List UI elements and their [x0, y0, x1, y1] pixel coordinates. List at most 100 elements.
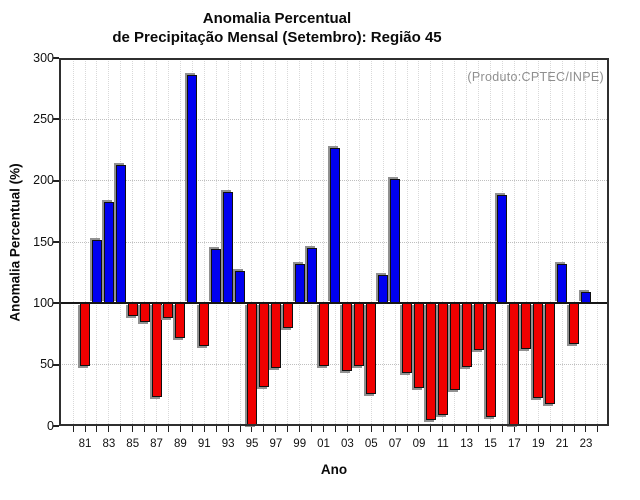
bar-year-94 — [235, 271, 246, 304]
x-tick-mark — [191, 426, 193, 432]
bar-year-07 — [390, 179, 401, 304]
x-tick-mark — [334, 426, 336, 432]
bar-year-83 — [103, 201, 114, 304]
x-tick-mark — [513, 426, 515, 432]
bar-year-99 — [294, 264, 305, 304]
baseline-100 — [59, 302, 609, 305]
x-tick-mark — [84, 426, 86, 432]
bar-year-13 — [461, 303, 472, 368]
y-tick-label: 150 — [33, 234, 54, 249]
bar-year-84 — [115, 164, 126, 304]
x-tick-mark — [358, 426, 360, 432]
x-tick-mark — [501, 426, 503, 432]
x-tick-mark — [394, 426, 396, 432]
x-tick-label: 21 — [555, 438, 569, 450]
x-tick-mark — [120, 426, 122, 432]
x-tick-label: 05 — [364, 438, 378, 450]
x-tick-label: 95 — [245, 438, 259, 450]
y-tick-mark — [53, 363, 59, 366]
bar-year-91 — [199, 303, 210, 347]
source-annotation: (Produto:CPTEC/INPE) — [467, 70, 604, 84]
bar-year-18 — [521, 303, 532, 349]
y-tick-mark — [53, 179, 59, 182]
bar-year-88 — [163, 303, 174, 319]
bar-year-95 — [246, 303, 257, 425]
x-tick-mark — [454, 426, 456, 432]
x-tick-mark — [96, 426, 98, 432]
x-tick-mark — [275, 426, 277, 432]
bar-year-15 — [485, 303, 496, 418]
bar-year-16 — [497, 195, 508, 304]
x-tick-label: 97 — [269, 438, 283, 450]
bar-year-21 — [557, 264, 568, 304]
x-tick-mark — [108, 426, 110, 432]
bar-year-02 — [330, 147, 341, 304]
x-tick-mark — [430, 426, 432, 432]
y-tick-mark — [53, 118, 59, 121]
x-tick-label: 01 — [317, 438, 330, 450]
x-tick-mark — [370, 426, 372, 432]
x-tick-mark — [573, 426, 575, 432]
x-tick-mark — [203, 426, 205, 432]
bar-year-98 — [282, 303, 293, 328]
y-tick-mark — [53, 302, 59, 305]
x-tick-mark — [490, 426, 492, 432]
x-tick-label: 85 — [126, 438, 140, 450]
x-tick-mark — [132, 426, 134, 432]
x-tick-label: 03 — [341, 438, 354, 450]
x-tick-label: 19 — [531, 438, 545, 450]
x-tick-label: 87 — [150, 438, 163, 450]
bar-year-10 — [425, 303, 436, 420]
x-tick-mark — [251, 426, 253, 432]
x-tick-mark — [382, 426, 384, 432]
x-tick-mark — [72, 426, 74, 432]
y-tick-label: 100 — [33, 295, 54, 310]
bar-year-97 — [270, 303, 281, 369]
y-tick-label: 250 — [33, 111, 54, 126]
horizontal-gridline — [59, 364, 609, 366]
bar-year-93 — [223, 191, 234, 304]
x-tick-mark — [585, 426, 587, 432]
chart-title: Anomalia Percentual de Precipitação Mens… — [0, 9, 554, 47]
x-tick-label: 93 — [221, 438, 235, 450]
bar-year-92 — [211, 249, 222, 304]
x-tick-mark — [466, 426, 468, 432]
bar-year-19 — [533, 303, 544, 398]
x-tick-label: 89 — [174, 438, 187, 450]
x-tick-label: 15 — [484, 438, 497, 450]
bar-year-89 — [175, 303, 186, 338]
x-tick-mark — [549, 426, 551, 432]
x-tick-mark — [311, 426, 313, 432]
x-tick-label: 07 — [388, 438, 402, 450]
y-tick-label: 0 — [47, 418, 54, 433]
bar-year-17 — [509, 303, 520, 425]
bar-year-14 — [473, 303, 484, 350]
bar-year-09 — [413, 303, 424, 388]
bar-year-86 — [139, 303, 150, 322]
bar-year-96 — [258, 303, 269, 387]
y-tick-label: 50 — [40, 357, 54, 372]
bar-year-06 — [378, 275, 389, 304]
bar-year-05 — [366, 303, 377, 395]
x-tick-mark — [144, 426, 146, 432]
bar-year-01 — [318, 303, 329, 366]
chart-title-line1: Anomalia Percentual — [202, 10, 352, 27]
y-tick-label: 300 — [33, 50, 54, 65]
x-tick-label: 83 — [102, 438, 116, 450]
x-axis-title: Ano — [320, 462, 348, 477]
x-tick-mark — [227, 426, 229, 432]
x-tick-mark — [156, 426, 158, 432]
x-tick-label: 99 — [293, 438, 307, 450]
x-tick-mark — [478, 426, 480, 432]
x-tick-mark — [597, 426, 599, 432]
x-tick-mark — [215, 426, 217, 432]
x-tick-label: 23 — [579, 438, 593, 450]
x-tick-label: 17 — [508, 438, 521, 450]
x-tick-mark — [239, 426, 241, 432]
x-tick-label: 09 — [412, 438, 426, 450]
x-tick-label: 81 — [78, 438, 92, 450]
x-tick-mark — [167, 426, 169, 432]
x-tick-mark — [418, 426, 420, 432]
x-tick-mark — [561, 426, 563, 432]
bar-year-03 — [342, 303, 353, 371]
